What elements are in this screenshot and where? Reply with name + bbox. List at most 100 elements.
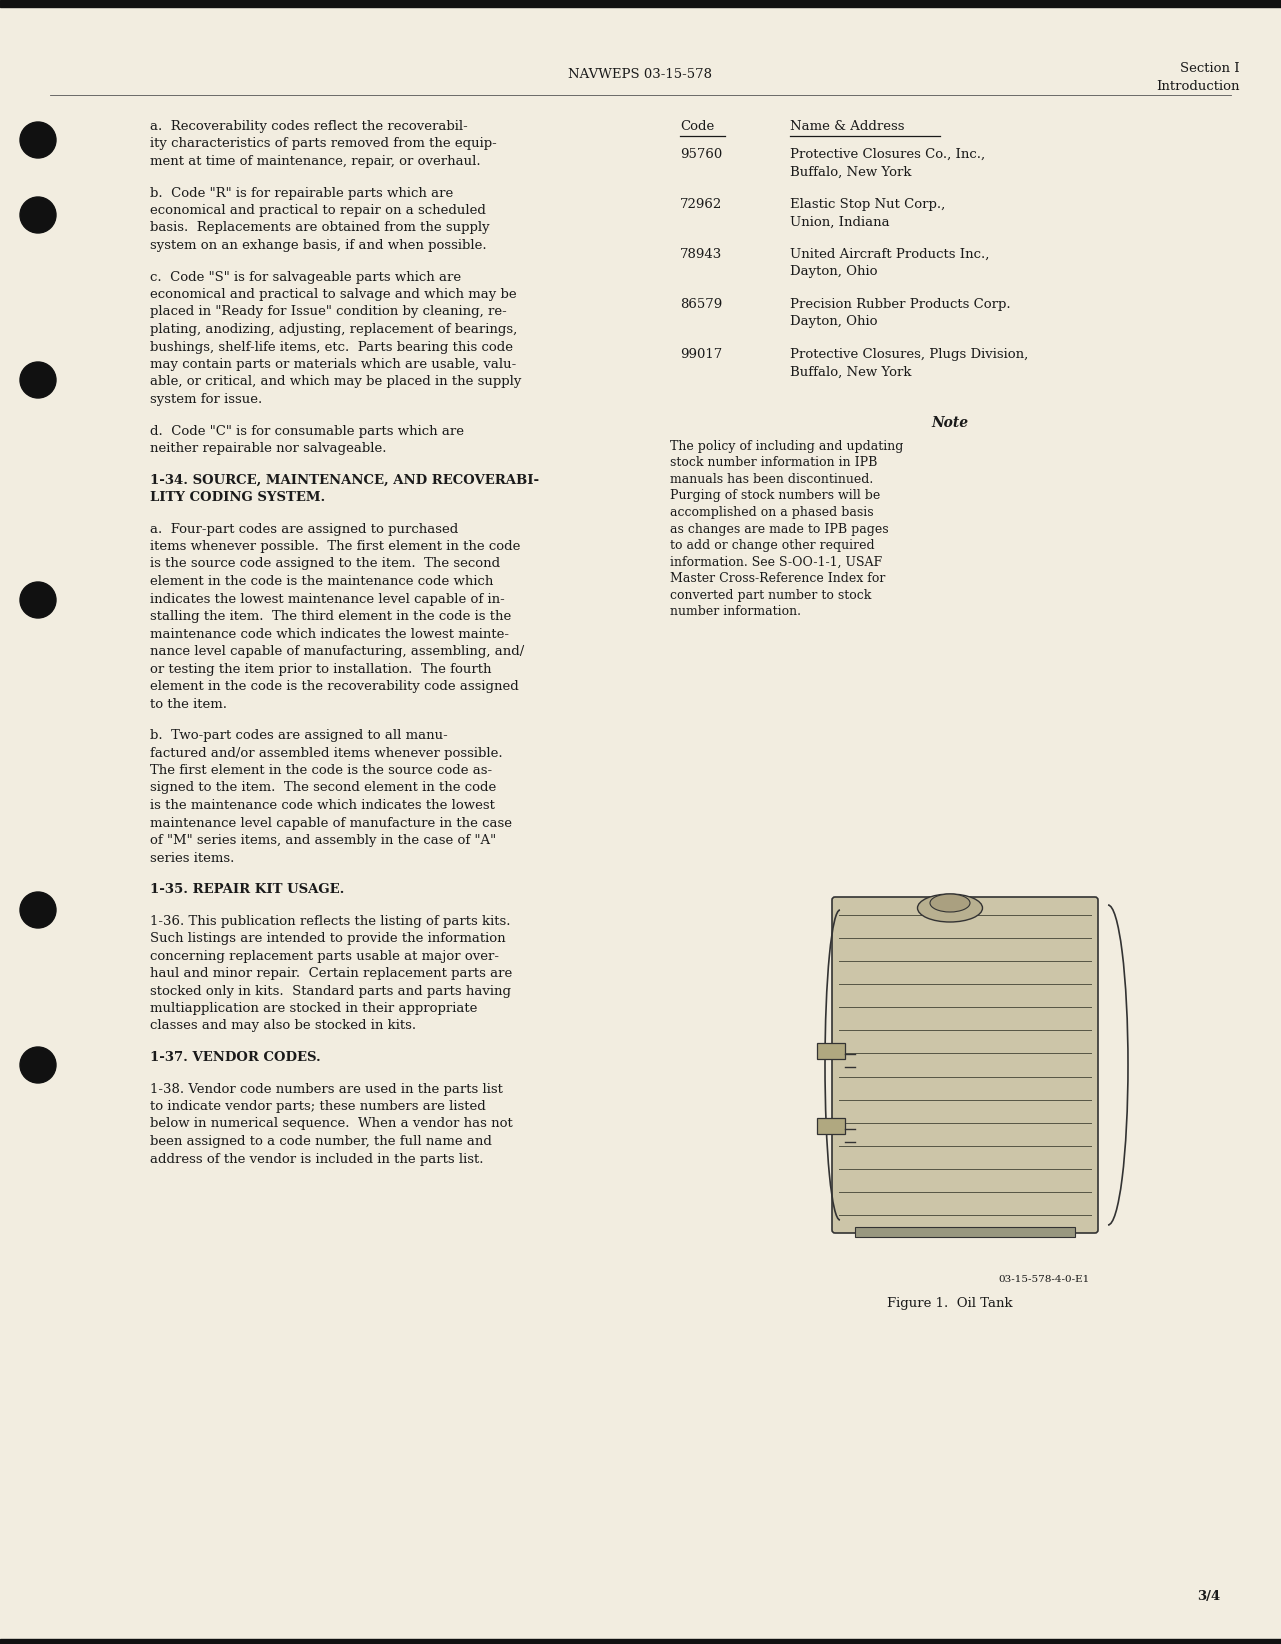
Text: information. See S-OO-1-1, USAF: information. See S-OO-1-1, USAF xyxy=(670,556,883,569)
Text: Code: Code xyxy=(680,120,715,133)
Text: classes and may also be stocked in kits.: classes and may also be stocked in kits. xyxy=(150,1019,416,1032)
Text: 1-37. VENDOR CODES.: 1-37. VENDOR CODES. xyxy=(150,1051,320,1064)
Circle shape xyxy=(20,582,56,618)
Text: 03-15-578-4-0-E1: 03-15-578-4-0-E1 xyxy=(999,1276,1090,1284)
Text: maintenance level capable of manufacture in the case: maintenance level capable of manufacture… xyxy=(150,817,512,830)
Text: manuals has been discontinued.: manuals has been discontinued. xyxy=(670,473,874,487)
Text: b.  Code "R" is for repairable parts which are: b. Code "R" is for repairable parts whic… xyxy=(150,186,453,199)
Text: Figure 1.  Oil Tank: Figure 1. Oil Tank xyxy=(888,1297,1013,1310)
Text: stocked only in kits.  Standard parts and parts having: stocked only in kits. Standard parts and… xyxy=(150,985,511,998)
Text: Dayton, Ohio: Dayton, Ohio xyxy=(790,316,877,329)
Text: stock number information in IPB: stock number information in IPB xyxy=(670,457,877,470)
Text: United Aircraft Products Inc.,: United Aircraft Products Inc., xyxy=(790,248,989,261)
Text: a.  Four-part codes are assigned to purchased: a. Four-part codes are assigned to purch… xyxy=(150,523,459,536)
Text: Master Cross-Reference Index for: Master Cross-Reference Index for xyxy=(670,572,885,585)
Text: multiapplication are stocked in their appropriate: multiapplication are stocked in their ap… xyxy=(150,1001,478,1014)
Ellipse shape xyxy=(917,894,983,922)
Text: The policy of including and updating: The policy of including and updating xyxy=(670,441,903,454)
Circle shape xyxy=(20,893,56,927)
Text: to the item.: to the item. xyxy=(150,697,227,710)
Circle shape xyxy=(20,197,56,233)
Text: 1-38. Vendor code numbers are used in the parts list: 1-38. Vendor code numbers are used in th… xyxy=(150,1082,503,1095)
Text: element in the code is the maintenance code which: element in the code is the maintenance c… xyxy=(150,575,493,589)
Text: items whenever possible.  The first element in the code: items whenever possible. The first eleme… xyxy=(150,539,520,552)
Text: concerning replacement parts usable at major over-: concerning replacement parts usable at m… xyxy=(150,950,500,962)
Text: able, or critical, and which may be placed in the supply: able, or critical, and which may be plac… xyxy=(150,375,521,388)
Text: Name & Address: Name & Address xyxy=(790,120,904,133)
Text: haul and minor repair.  Certain replacement parts are: haul and minor repair. Certain replaceme… xyxy=(150,967,512,980)
Text: maintenance code which indicates the lowest mainte-: maintenance code which indicates the low… xyxy=(150,628,509,641)
Text: Buffalo, New York: Buffalo, New York xyxy=(790,166,912,179)
Text: b.  Two-part codes are assigned to all manu-: b. Two-part codes are assigned to all ma… xyxy=(150,728,448,741)
Text: Precision Rubber Products Corp.: Precision Rubber Products Corp. xyxy=(790,298,1011,311)
Text: system for issue.: system for issue. xyxy=(150,393,263,406)
Text: Buffalo, New York: Buffalo, New York xyxy=(790,365,912,378)
Text: 1-36. This publication reflects the listing of parts kits.: 1-36. This publication reflects the list… xyxy=(150,914,511,927)
Bar xyxy=(0,1639,1281,1644)
Text: or testing the item prior to installation.  The fourth: or testing the item prior to installatio… xyxy=(150,663,492,676)
Text: nance level capable of manufacturing, assembling, and/: nance level capable of manufacturing, as… xyxy=(150,644,524,658)
Text: system on an exhange basis, if and when possible.: system on an exhange basis, if and when … xyxy=(150,238,487,252)
Text: signed to the item.  The second element in the code: signed to the item. The second element i… xyxy=(150,781,496,794)
Text: indicates the lowest maintenance level capable of in-: indicates the lowest maintenance level c… xyxy=(150,592,505,605)
Circle shape xyxy=(20,362,56,398)
Bar xyxy=(817,1042,845,1059)
Text: placed in "Ready for Issue" condition by cleaning, re-: placed in "Ready for Issue" condition by… xyxy=(150,306,507,319)
Text: Section I: Section I xyxy=(1180,62,1240,76)
Text: as changes are made to IPB pages: as changes are made to IPB pages xyxy=(670,523,889,536)
Text: accomplished on a phased basis: accomplished on a phased basis xyxy=(670,506,874,520)
Text: to indicate vendor parts; these numbers are listed: to indicate vendor parts; these numbers … xyxy=(150,1100,485,1113)
Text: a.  Recoverability codes reflect the recoverabil-: a. Recoverability codes reflect the reco… xyxy=(150,120,468,133)
Text: to add or change other required: to add or change other required xyxy=(670,539,875,552)
Text: stalling the item.  The third element in the code is the: stalling the item. The third element in … xyxy=(150,610,511,623)
Text: neither repairable nor salvageable.: neither repairable nor salvageable. xyxy=(150,442,387,455)
Text: below in numerical sequence.  When a vendor has not: below in numerical sequence. When a vend… xyxy=(150,1118,512,1131)
Text: basis.  Replacements are obtained from the supply: basis. Replacements are obtained from th… xyxy=(150,222,489,235)
Text: is the source code assigned to the item.  The second: is the source code assigned to the item.… xyxy=(150,557,500,570)
Circle shape xyxy=(20,1047,56,1083)
Text: Union, Indiana: Union, Indiana xyxy=(790,215,889,229)
Text: number information.: number information. xyxy=(670,605,801,618)
Text: Such listings are intended to provide the information: Such listings are intended to provide th… xyxy=(150,932,506,945)
Text: factured and/or assembled items whenever possible.: factured and/or assembled items whenever… xyxy=(150,746,502,760)
Text: 99017: 99017 xyxy=(680,349,722,362)
Text: may contain parts or materials which are usable, valu-: may contain parts or materials which are… xyxy=(150,358,516,372)
Text: series items.: series items. xyxy=(150,852,234,865)
Text: Introduction: Introduction xyxy=(1157,81,1240,94)
Text: 3/4: 3/4 xyxy=(1196,1590,1220,1603)
Bar xyxy=(854,1226,1075,1236)
Text: Protective Closures Co., Inc.,: Protective Closures Co., Inc., xyxy=(790,148,985,161)
Bar xyxy=(0,0,1281,7)
Ellipse shape xyxy=(930,894,970,912)
Text: bushings, shelf-life items, etc.  Parts bearing this code: bushings, shelf-life items, etc. Parts b… xyxy=(150,340,512,353)
Text: is the maintenance code which indicates the lowest: is the maintenance code which indicates … xyxy=(150,799,494,812)
Text: Purging of stock numbers will be: Purging of stock numbers will be xyxy=(670,490,880,503)
Text: NAVWEPS 03-15-578: NAVWEPS 03-15-578 xyxy=(567,67,712,81)
Text: economical and practical to salvage and which may be: economical and practical to salvage and … xyxy=(150,288,516,301)
Text: LITY CODING SYSTEM.: LITY CODING SYSTEM. xyxy=(150,492,325,505)
Text: d.  Code "C" is for consumable parts which are: d. Code "C" is for consumable parts whic… xyxy=(150,424,464,437)
Text: Note: Note xyxy=(931,416,968,431)
Bar xyxy=(817,1118,845,1134)
Text: Dayton, Ohio: Dayton, Ohio xyxy=(790,265,877,278)
Text: 78943: 78943 xyxy=(680,248,722,261)
Text: 86579: 86579 xyxy=(680,298,722,311)
Text: element in the code is the recoverability code assigned: element in the code is the recoverabilit… xyxy=(150,681,519,694)
Text: ment at time of maintenance, repair, or overhaul.: ment at time of maintenance, repair, or … xyxy=(150,155,480,168)
FancyBboxPatch shape xyxy=(831,898,1098,1233)
Text: ity characteristics of parts removed from the equip-: ity characteristics of parts removed fro… xyxy=(150,138,497,151)
Text: address of the vendor is included in the parts list.: address of the vendor is included in the… xyxy=(150,1152,483,1166)
Text: 1-35. REPAIR KIT USAGE.: 1-35. REPAIR KIT USAGE. xyxy=(150,883,345,896)
Text: economical and practical to repair on a scheduled: economical and practical to repair on a … xyxy=(150,204,485,217)
Text: 72962: 72962 xyxy=(680,197,722,210)
Text: 95760: 95760 xyxy=(680,148,722,161)
Text: plating, anodizing, adjusting, replacement of bearings,: plating, anodizing, adjusting, replaceme… xyxy=(150,322,518,335)
Text: The first element in the code is the source code as-: The first element in the code is the sou… xyxy=(150,764,492,778)
Text: been assigned to a code number, the full name and: been assigned to a code number, the full… xyxy=(150,1134,492,1148)
Text: 1-34. SOURCE, MAINTENANCE, AND RECOVERABI-: 1-34. SOURCE, MAINTENANCE, AND RECOVERAB… xyxy=(150,473,539,487)
Text: Elastic Stop Nut Corp.,: Elastic Stop Nut Corp., xyxy=(790,197,945,210)
Circle shape xyxy=(20,122,56,158)
Text: Protective Closures, Plugs Division,: Protective Closures, Plugs Division, xyxy=(790,349,1029,362)
Text: of "M" series items, and assembly in the case of "A": of "M" series items, and assembly in the… xyxy=(150,834,496,847)
Text: c.  Code "S" is for salvageable parts which are: c. Code "S" is for salvageable parts whi… xyxy=(150,271,461,283)
